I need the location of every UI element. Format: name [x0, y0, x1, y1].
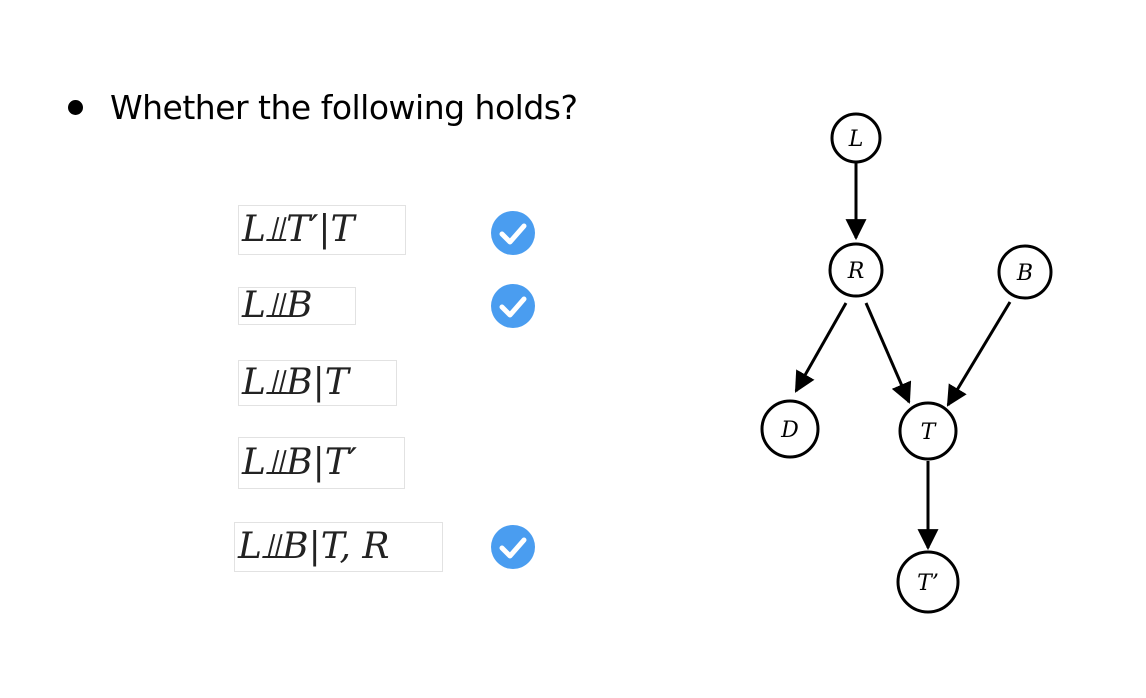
node-b-label: B [1016, 261, 1033, 286]
node-d: D [760, 399, 820, 459]
checkmark-circle-icon [491, 284, 535, 328]
node-t-prime-label: T’ [917, 571, 939, 596]
bullet-dot-icon [68, 100, 83, 115]
bullet-item: Whether the following holds? [68, 88, 578, 127]
node-t-label: T [921, 420, 938, 445]
node-b: B [997, 244, 1053, 300]
node-t: T [898, 401, 958, 461]
checkmark-circle-icon [491, 211, 535, 255]
statement-1: L⫫T′|T [238, 205, 406, 255]
bullet-text: Whether the following holds? [110, 88, 578, 127]
edge-r-to-t [864, 302, 912, 404]
edge-r-to-d [794, 302, 848, 393]
node-r-label: R [847, 259, 865, 284]
statement-3: L⫫B|T [238, 360, 397, 406]
statement-5: L⫫B|T, R [234, 522, 443, 572]
node-r: R [828, 242, 884, 298]
edge-b-to-t [946, 301, 1012, 407]
node-t-prime: T’ [896, 550, 960, 614]
node-l: L [830, 112, 882, 164]
statement-4: L⫫B|T′ [238, 437, 405, 489]
checkmark-circle-icon [491, 525, 535, 569]
node-l-label: L [848, 127, 864, 152]
node-d-label: D [780, 418, 799, 443]
statement-2: L⫫B [238, 287, 356, 325]
